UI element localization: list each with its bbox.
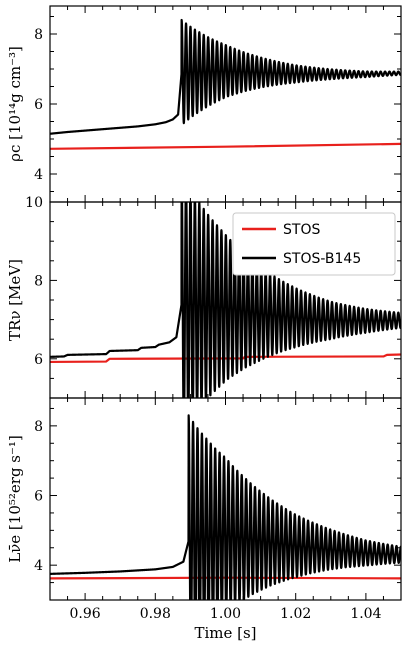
series-line-stos-b145 <box>50 202 401 398</box>
plot-frame <box>49 397 402 601</box>
series-line-stos-b145 <box>50 414 401 600</box>
series-line-stos-b145 <box>50 18 401 135</box>
ytick-label: 6 <box>34 97 43 113</box>
xtick-label: 1.04 <box>350 606 381 622</box>
ytick-label: 4 <box>34 558 43 574</box>
y-axis-label: TRν [MeV] <box>6 259 24 341</box>
legend-label: STOS <box>283 222 320 238</box>
ytick-label: 8 <box>34 273 43 289</box>
ytick-label: 6 <box>34 352 43 368</box>
xtick-label: 0.98 <box>140 606 171 622</box>
series-line-stos <box>50 353 401 364</box>
ytick-label: 6 <box>34 489 43 505</box>
ytick-label: 8 <box>34 419 43 435</box>
panel-top: 4 6 8 ρc [10¹⁴g cm⁻³] <box>6 5 402 203</box>
xtick-label: 1.02 <box>280 606 311 622</box>
x-axis-label: Time [s] <box>194 624 256 642</box>
ytick-label: 8 <box>34 27 43 43</box>
ytick-label: 10 <box>25 195 43 211</box>
legend: STOS STOS-B145 <box>232 212 396 276</box>
y-axis-label: Lν̄e [10⁵²erg s⁻¹] <box>6 435 24 563</box>
series-line-stos <box>50 142 401 150</box>
ytick-label: 4 <box>34 167 43 183</box>
panel-bottom: 4 6 8 0.96 0.98 1.00 1.02 1.04 Lν̄e [10⁵²erg s⁻¹… <box>6 397 402 642</box>
plot-frame <box>49 5 402 203</box>
xtick-label: 1.00 <box>210 606 241 622</box>
y-axis-label: ρc [10¹⁴g cm⁻³] <box>6 46 24 162</box>
panel-middle: 6 8 10 TRν [MeV] STOS STOS-B145 <box>6 195 402 399</box>
legend-label: STOS-B145 <box>283 251 361 267</box>
xtick-label: 0.96 <box>70 606 101 622</box>
chart-panels: 4 6 8 ρc [10¹⁴g cm⁻³] 6 8 10 TRν [MeV] STOS STOS-… <box>6 5 402 642</box>
